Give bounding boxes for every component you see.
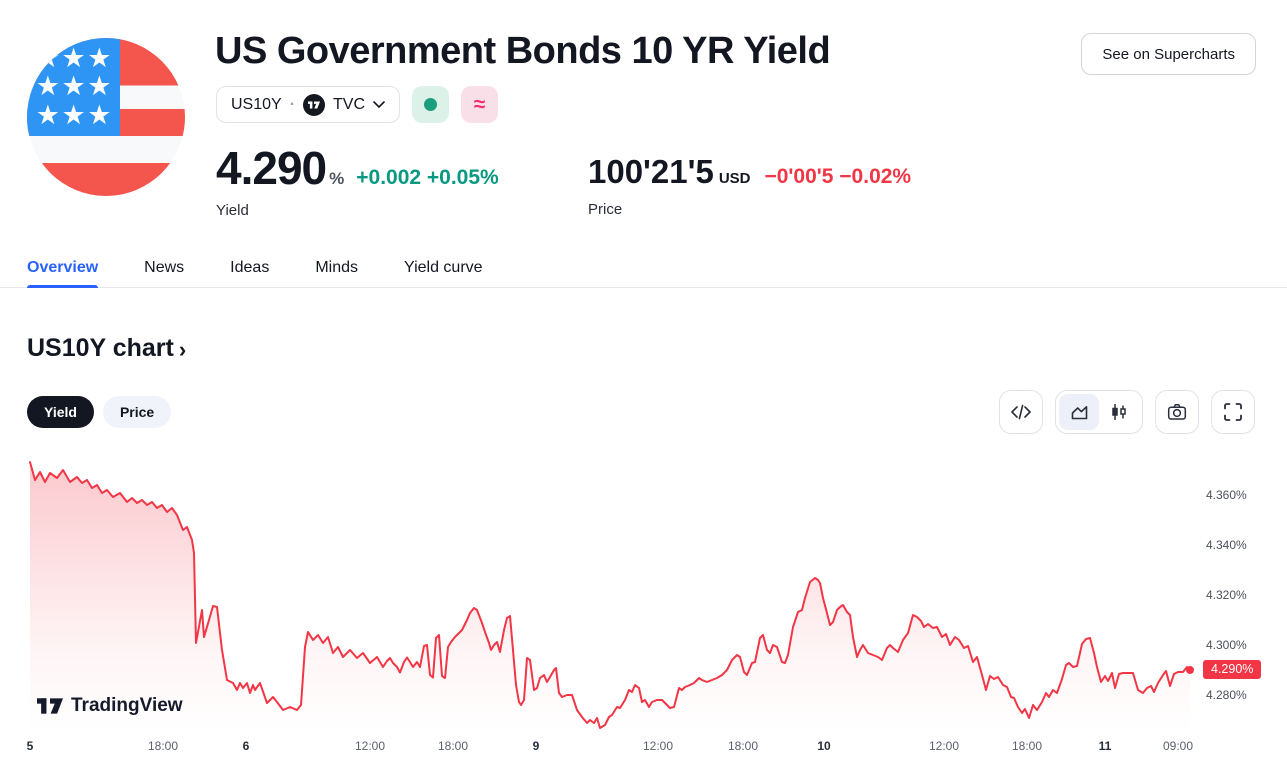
toggle-price[interactable]: Price xyxy=(102,396,172,428)
yield-change: +0.002 +0.05% xyxy=(356,166,499,189)
x-axis-label: 18:00 xyxy=(727,739,759,753)
x-axis-label: 18:00 xyxy=(437,739,469,753)
area-chart-icon xyxy=(1071,405,1087,419)
price-line xyxy=(29,461,1191,729)
market-status-button[interactable] xyxy=(412,86,450,123)
tab-overview[interactable]: Overview xyxy=(27,249,99,288)
toggle-yield[interactable]: Yield xyxy=(27,396,94,428)
page-title: US Government Bonds 10 YR Yield xyxy=(215,30,831,72)
tvc-exchange-icon xyxy=(303,93,326,116)
y-axis-label: 4.320% xyxy=(1206,588,1247,602)
x-axis-label: 09:00 xyxy=(1162,739,1194,753)
y-axis-label: 4.280% xyxy=(1206,688,1247,702)
approx-icon: ≈ xyxy=(473,92,486,116)
last-price-badge: 4.290% xyxy=(1203,660,1262,679)
x-axis-label: 6 xyxy=(242,739,250,753)
price-label: Price xyxy=(588,201,623,218)
fullscreen-button[interactable] xyxy=(1211,390,1255,434)
area-fill xyxy=(30,462,1190,733)
y-axis-label: 4.300% xyxy=(1206,638,1247,652)
chevron-down-icon xyxy=(373,101,385,108)
price-unit: USD xyxy=(718,170,751,187)
tab-yield-curve[interactable]: Yield curve xyxy=(404,259,483,276)
series-toggle-group: Yield Price xyxy=(27,396,172,428)
x-axis-label: 12:00 xyxy=(354,739,386,753)
candles-chart-button[interactable] xyxy=(1099,394,1139,430)
chart-area: 4.360% 4.340% 4.320% 4.300% 4.280% 4.290% 5 1… xyxy=(0,457,1287,767)
x-axis-label: 12:00 xyxy=(642,739,674,753)
y-axis-label: 4.360% xyxy=(1206,488,1247,502)
fullscreen-icon xyxy=(1224,403,1242,421)
us-flag-logo: ★ ★ ★ ★ ★ ★ ★ ★ ★ xyxy=(27,38,185,196)
camera-icon xyxy=(1167,404,1187,420)
y-axis-label: 4.340% xyxy=(1206,538,1247,552)
tab-ideas[interactable]: Ideas xyxy=(230,259,270,276)
flag-canton: ★ ★ ★ ★ ★ ★ ★ ★ ★ xyxy=(27,38,121,136)
x-axis-label: 18:00 xyxy=(147,739,179,753)
tradingview-logo-icon xyxy=(37,698,63,714)
tab-news[interactable]: News xyxy=(144,259,185,276)
chart-toolbar xyxy=(999,390,1255,434)
symbol-selector[interactable]: US10Y · TVC xyxy=(216,86,401,123)
x-axis-label: 5 xyxy=(26,739,34,753)
market-open-dot-icon xyxy=(424,98,438,111)
tradingview-watermark: TradingView xyxy=(37,695,183,717)
candlestick-icon xyxy=(1112,404,1126,420)
separator-dot: · xyxy=(289,95,296,113)
last-price-dot xyxy=(1186,666,1194,674)
snapshot-button[interactable] xyxy=(1155,390,1199,434)
tab-minds[interactable]: Minds xyxy=(315,259,358,276)
chevron-right-icon: › xyxy=(178,337,187,362)
x-axis-label: 12:00 xyxy=(928,739,960,753)
see-on-supercharts-button[interactable]: See on Supercharts xyxy=(1081,33,1256,75)
exchange-label: TVC xyxy=(333,95,366,113)
chart-section-title: US10Y chart xyxy=(27,334,174,362)
symbol-ticker: US10Y xyxy=(231,95,282,113)
yield-label: Yield xyxy=(216,202,249,219)
code-icon xyxy=(1011,404,1031,420)
chart-type-switcher xyxy=(1055,390,1143,434)
similar-symbols-button[interactable]: ≈ xyxy=(461,86,499,123)
x-axis[interactable]: 5 18:00 6 12:00 18:00 9 12:00 18:00 10 12:00 18:00… xyxy=(27,739,1195,755)
price-stat-block: 100'21'5 USD −0'00'5 −0.02% Price xyxy=(588,153,911,218)
price-change: −0'00'5 −0.02% xyxy=(764,165,912,188)
yield-unit: % xyxy=(329,169,345,188)
symbol-row: US10Y · TVC ≈ xyxy=(216,86,499,123)
area-chart-button[interactable] xyxy=(1059,394,1099,430)
yield-stat-block: 4.290 % +0.002 +0.05% Yield xyxy=(216,141,499,219)
price-plot[interactable] xyxy=(27,457,1195,733)
chart-section-heading[interactable]: US10Y chart › xyxy=(27,334,186,363)
x-axis-label: 9 xyxy=(532,739,540,753)
embed-code-button[interactable] xyxy=(999,390,1043,434)
x-axis-label: 18:00 xyxy=(1011,739,1043,753)
tradingview-logo-text: TradingView xyxy=(71,695,183,716)
x-axis-label: 11 xyxy=(1098,739,1112,753)
yield-value: 4.290 xyxy=(216,142,327,194)
tab-bar: Overview News Ideas Minds Yield curve xyxy=(0,249,1287,288)
price-value: 100'21'5 xyxy=(588,153,714,190)
x-axis-label: 10 xyxy=(817,739,831,753)
